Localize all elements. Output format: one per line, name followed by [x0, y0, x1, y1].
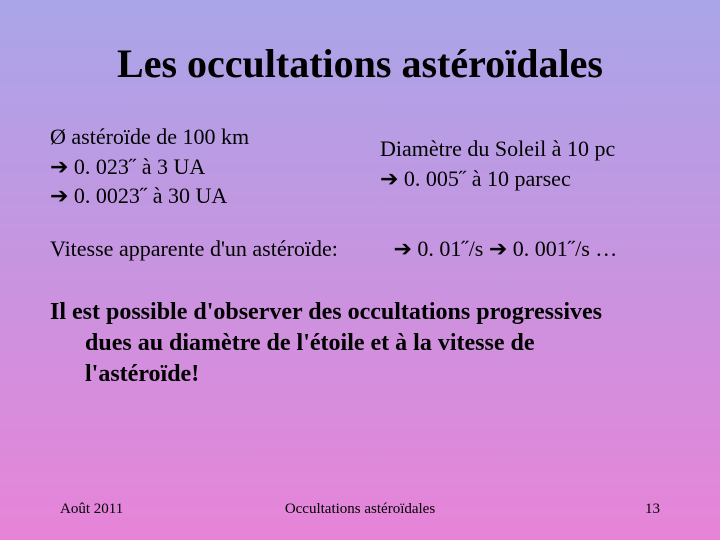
conclusion-line2: dues au diamètre de l'étoile et à la vit… — [50, 328, 670, 359]
slide-title: Les occultations astéroïdales — [50, 40, 670, 87]
apparent-speed-values: ➔ 0. 01˝/s ➔ 0. 001˝/s … — [393, 236, 617, 262]
asteroid-size-3ua: ➔ 0. 023˝ à 3 UA — [50, 152, 340, 182]
footer-date: Août 2011 — [60, 501, 180, 518]
two-column-block: Ø astéroïde de 100 km ➔ 0. 023˝ à 3 UA ➔… — [50, 122, 670, 211]
footer-title: Occultations astéroïdales — [180, 501, 540, 518]
apparent-speed-label: Vitesse apparente d'un astéroïde: — [50, 236, 338, 262]
conclusion-line3: l'astéroïde! — [50, 359, 670, 390]
footer-page-number: 13 — [540, 501, 660, 518]
left-column: Ø astéroïde de 100 km ➔ 0. 023˝ à 3 UA ➔… — [50, 122, 340, 211]
sun-diameter-heading: Diamètre du Soleil à 10 pc — [380, 134, 670, 164]
conclusion-block: Il est possible d'observer des occultati… — [50, 297, 670, 391]
right-column: Diamètre du Soleil à 10 pc ➔ 0. 005˝ à 1… — [380, 122, 670, 211]
asteroid-diameter-heading: Ø astéroïde de 100 km — [50, 122, 340, 152]
apparent-speed-row: Vitesse apparente d'un astéroïde: ➔ 0. 0… — [50, 236, 670, 262]
slide-footer: Août 2011 Occultations astéroïdales 13 — [0, 501, 720, 518]
conclusion-line1: Il est possible d'observer des occultati… — [50, 299, 602, 325]
asteroid-size-30ua: ➔ 0. 0023˝ à 30 UA — [50, 181, 340, 211]
sun-size-10pc: ➔ 0. 005˝ à 10 parsec — [380, 164, 670, 194]
slide: Les occultations astéroïdales Ø astéroïd… — [0, 0, 720, 540]
